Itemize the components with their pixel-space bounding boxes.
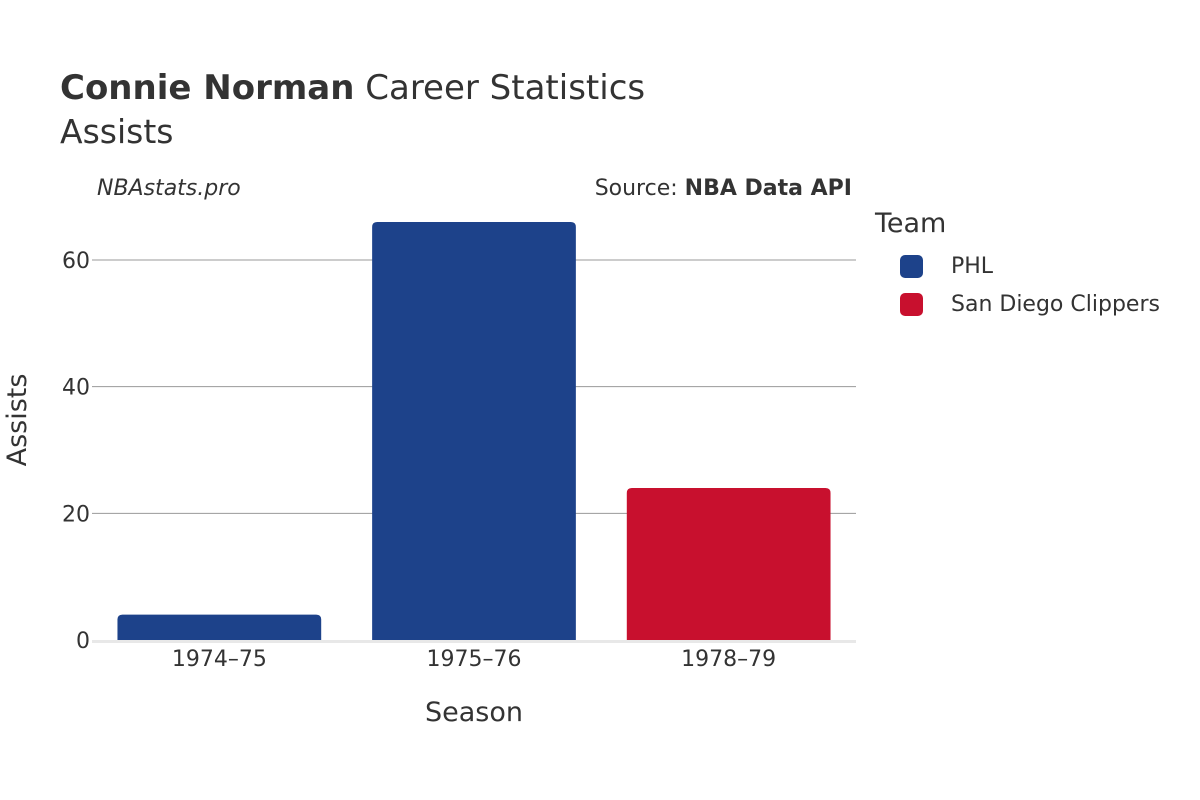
bars [117,222,831,640]
legend-title: Team [875,208,947,239]
legend-swatch [900,292,923,316]
source-name: NBA Data API [684,176,852,201]
source-credit: Source: NBA Data API [595,176,852,201]
bar-1978–79[interactable] [626,488,831,640]
y-axis-title: Assists [2,374,33,467]
y-tick-label: 0 [76,629,90,654]
legend-label: San Diego Clippers [951,291,1160,317]
tick-labels: 0 20 40 60 1974–75 1975–76 1978–79 [62,249,776,672]
chart-subtitle: Assists [60,112,174,151]
x-axis-title: Season [425,697,523,728]
x-tick-label: 1978–79 [681,647,776,672]
bar-1975–76[interactable] [372,222,576,640]
y-tick-label: 20 [62,502,90,527]
watermark: NBAstats.pro [97,176,241,201]
x-tick-label: 1975–76 [427,647,522,672]
chart-title: Connie Norman Career Statistics [60,66,645,110]
chart-title-player: Connie Norman [60,68,355,108]
legend-item[interactable]: PHL [900,253,993,279]
chart-title-suffix: Career Statistics [354,68,646,108]
y-tick-label: 60 [62,249,90,274]
y-tick-label: 40 [62,376,90,401]
source-prefix: Source: [594,176,685,201]
legend-swatch [900,254,923,278]
bar-1974–75[interactable] [117,614,322,640]
x-tick-label: 1974–75 [172,647,267,672]
legend-label: PHL [951,253,994,279]
legend-item[interactable]: San Diego Clippers [900,291,1160,317]
